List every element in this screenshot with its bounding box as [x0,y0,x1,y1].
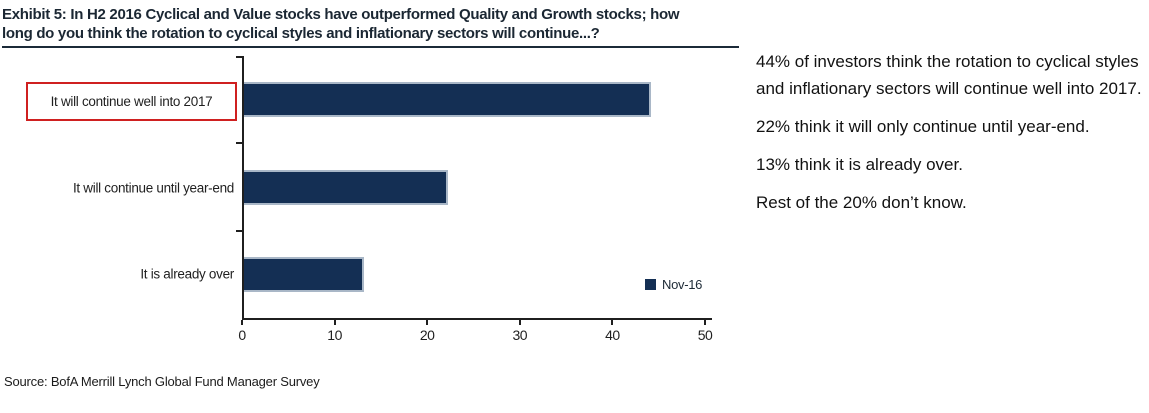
commentary-paragraph-3: 13% think it is already over. [756,155,963,174]
commentary-paragraph-1: 44% of investors think the rotation to c… [756,52,1142,98]
exhibit-title: Exhibit 5: In H2 2016 Cyclical and Value… [2,5,739,48]
plot-area [236,56,707,318]
exhibit-title-line2: long do you think the rotation to cyclic… [2,25,600,42]
commentary-paragraph-2: 22% think it will only continue until ye… [756,117,1090,136]
x-axis-label-0: 0 [238,327,246,343]
source-note: Source: BofA Merrill Lynch Global Fund M… [4,374,320,389]
x-axis-label-50: 50 [697,327,713,343]
bar-1 [244,82,652,118]
x-axis-label-10: 10 [327,327,342,343]
x-axis: 0 10 20 30 40 50 [238,318,713,343]
x-axis-tick [518,320,521,325]
commentary-paragraph-4: Rest of the 20% don’t know. [756,193,967,212]
bar-3 [244,256,365,292]
exhibit-title-line1: Exhibit 5: In H2 2016 Cyclical and Value… [2,6,680,23]
x-axis-label-20: 20 [419,327,435,343]
x-axis-label-40: 40 [605,327,620,343]
highlight-box: It will continue well into 2017 [26,82,237,121]
x-axis-tick [241,320,243,325]
commentary: 44% of investors think the rotation to c… [756,48,1148,227]
category-label-continue-2017: It will continue well into 2017 [50,94,213,109]
x-axis-tick [333,320,336,325]
x-axis-tick [611,320,614,325]
category-label-until-year-end: It will continue until year-end [72,180,234,196]
y-axis-tick [236,56,242,58]
y-axis-tick [236,229,242,232]
legend-label: Nov-16 [662,277,703,292]
category-label-already-over: It is already over [140,266,234,282]
bar-2 [244,169,448,205]
x-axis-tick [704,320,706,325]
legend: Nov-16 [645,277,702,292]
legend-swatch-icon [645,279,656,290]
y-axis-tick [236,142,242,145]
x-axis-label-30: 30 [512,327,528,343]
x-axis-tick [426,320,429,325]
